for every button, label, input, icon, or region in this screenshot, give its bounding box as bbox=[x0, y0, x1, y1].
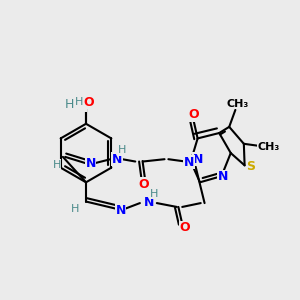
Text: S: S bbox=[246, 160, 255, 173]
Text: O: O bbox=[188, 108, 199, 121]
Text: H: H bbox=[118, 145, 126, 155]
Text: N: N bbox=[112, 153, 122, 166]
Text: N: N bbox=[218, 170, 228, 183]
Text: N: N bbox=[184, 156, 194, 169]
Text: H: H bbox=[71, 204, 80, 214]
Text: H: H bbox=[150, 189, 159, 199]
Text: N: N bbox=[85, 157, 96, 170]
Text: CH₃: CH₃ bbox=[226, 99, 249, 109]
Text: O: O bbox=[138, 178, 149, 191]
Text: N: N bbox=[144, 196, 154, 209]
Text: O: O bbox=[75, 98, 86, 111]
Text: N: N bbox=[193, 153, 203, 166]
Text: H: H bbox=[52, 160, 61, 170]
Text: CH₃: CH₃ bbox=[257, 142, 280, 152]
Text: O: O bbox=[179, 221, 190, 234]
Text: H: H bbox=[75, 97, 83, 107]
Text: N: N bbox=[116, 203, 126, 217]
Text: H: H bbox=[64, 98, 74, 111]
Text: O: O bbox=[84, 96, 94, 109]
